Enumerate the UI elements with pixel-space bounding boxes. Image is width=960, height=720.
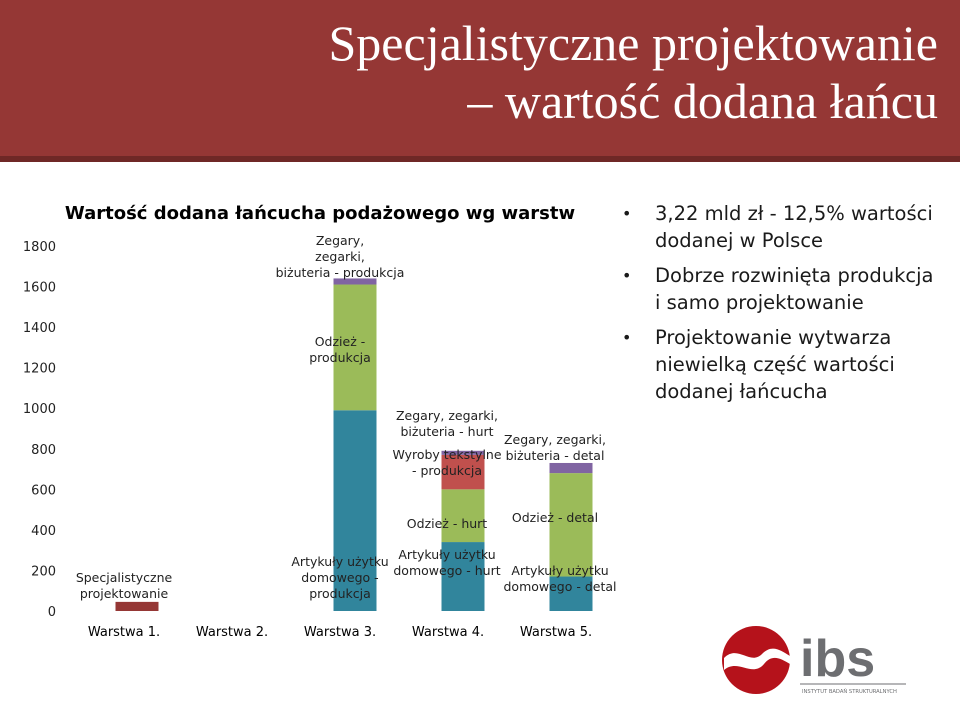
bar-segment bbox=[441, 454, 485, 490]
y-tick-label: 600 bbox=[31, 483, 56, 498]
bar-segment bbox=[115, 601, 159, 611]
y-tick-label: 0 bbox=[48, 605, 56, 620]
segment-label: Wyroby tekstylne - produkcja bbox=[392, 447, 501, 478]
bar-segment bbox=[549, 462, 593, 474]
slide-title: Specjalistyczne projektowanie – wartość … bbox=[178, 14, 939, 130]
bar-segment bbox=[549, 473, 593, 577]
bullet-text: Projektowanie wytwarza niewielką część w… bbox=[655, 326, 895, 403]
bar-segment bbox=[441, 450, 485, 455]
bullet-item: • 3,22 mld zł - 12,5% wartości dodanej w … bbox=[620, 200, 940, 254]
ibs-logo-subtitle: INSTYTUT BADAŃ STRUKTURALNYCH bbox=[802, 688, 897, 695]
bullet-dot-icon: • bbox=[622, 266, 632, 285]
segment-label: Odzież - hurt bbox=[407, 516, 488, 531]
bar-segment bbox=[333, 410, 377, 611]
bullet-text: 3,22 mld zł - 12,5% wartości dodanej w P… bbox=[655, 202, 933, 252]
title-band: Specjalistyczne projektowanie – wartość … bbox=[0, 0, 960, 162]
segment-label: Odzież -produkcja bbox=[309, 334, 371, 365]
y-tick-label: 1000 bbox=[23, 402, 56, 417]
segment-label: Zegary, zegarki, biżuteria - produkcja bbox=[276, 233, 405, 280]
y-tick-label: 1200 bbox=[23, 362, 56, 377]
y-tick-label: 1400 bbox=[23, 321, 56, 336]
slide-title-line1: Specjalistyczne projektowanie bbox=[328, 15, 939, 71]
segment-label: Specjalistyczne projektowanie bbox=[76, 570, 173, 601]
y-tick-label: 1600 bbox=[23, 281, 56, 296]
x-tick-label: Warstwa 4. bbox=[412, 625, 484, 640]
x-tick-label: Warstwa 3. bbox=[304, 625, 376, 640]
bar-segment bbox=[549, 576, 593, 611]
segment-label: Odzież - detal bbox=[512, 510, 598, 525]
segment-labels: Specjalistyczne projektowanie Artykuły uży… bbox=[76, 233, 617, 601]
segment-label: Zegary, zegarki, biżuteria - hurt bbox=[396, 408, 498, 439]
segment-label: Artykuły użytku domowego - hurt bbox=[393, 547, 500, 578]
y-tick-label: 200 bbox=[31, 564, 56, 579]
bullet-text: Dobrze rozwinięta produkcja i samo proje… bbox=[655, 264, 934, 314]
bullet-list: • 3,22 mld zł - 12,5% wartości dodanej w … bbox=[620, 200, 940, 413]
ibs-logo: ibs INSTYTUT BADAŃ STRUKTURALNYCH bbox=[722, 626, 906, 695]
bar-segment bbox=[441, 489, 485, 543]
bar-segment bbox=[333, 284, 377, 411]
chart-title: Wartość dodana łańcucha podażowego wg wa… bbox=[65, 203, 575, 224]
x-axis: Warstwa 1. Warstwa 2. Warstwa 3. Warstwa 4.… bbox=[88, 625, 592, 640]
segment-label: Artykuły użytku domowego - detal bbox=[503, 563, 616, 594]
bullet-dot-icon: • bbox=[622, 328, 632, 347]
bullet-item: • Projektowanie wytwarza niewielką część … bbox=[620, 324, 940, 405]
bar-segment bbox=[333, 278, 377, 285]
x-tick-label: Warstwa 1. bbox=[88, 625, 160, 640]
segment-label: Zegary, zegarki, biżuteria - detal bbox=[504, 432, 606, 463]
segment-label: Artykuły użytku domowego -produkcja bbox=[291, 554, 388, 601]
slide-title-line2: – wartość dodana łańcu bbox=[467, 73, 938, 129]
bars bbox=[115, 278, 593, 611]
bar-segment bbox=[441, 542, 485, 611]
bullet-dot-icon: • bbox=[622, 204, 632, 223]
y-axis: 0 200 400 600 800 1000 1200 1400 1600 1800 bbox=[23, 240, 56, 620]
bullet-item: • Dobrze rozwinięta produkcja i samo proj… bbox=[620, 262, 940, 316]
y-tick-label: 1800 bbox=[23, 240, 56, 255]
y-tick-label: 400 bbox=[31, 524, 56, 539]
ibs-logo-mark-icon bbox=[722, 626, 790, 694]
y-tick-label: 800 bbox=[31, 443, 56, 458]
x-tick-label: Warstwa 2. bbox=[196, 625, 268, 640]
ibs-logo-text: ibs bbox=[800, 630, 875, 688]
x-tick-label: Warstwa 5. bbox=[520, 625, 592, 640]
